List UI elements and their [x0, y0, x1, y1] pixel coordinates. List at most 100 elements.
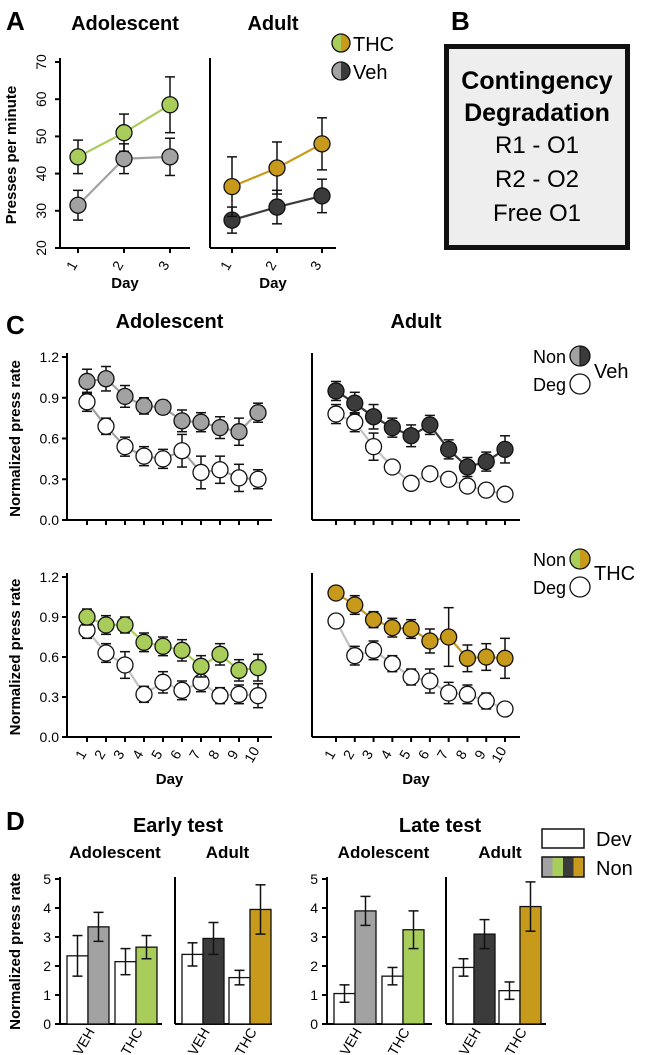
C-adult-veh-series-deg-point: [402, 474, 420, 492]
C-adult-thc-x-tick-label: 9: [471, 747, 489, 762]
C-adult-thc-x-tick-label: 4: [377, 747, 395, 762]
C-adolescent-thc-x-tick-label: 5: [148, 747, 166, 762]
C-adolescent-thc-series-deg-point: [116, 656, 134, 674]
C-adolescent-thc-x-tick-label: 6: [167, 747, 185, 762]
legend-a-thc-label: THC: [353, 34, 394, 56]
legend-c-thc-non-marker-outline: [569, 548, 591, 570]
C-adult-thc-series-non-point: [496, 649, 514, 667]
C-adult-thc-series-non-point: [346, 596, 364, 614]
C-adult-thc-series-non-point: [327, 584, 345, 602]
legend-a-veh-marker-left: [332, 62, 341, 80]
d-late-test-title: Late test: [399, 815, 482, 837]
C-adolescent-thc-y-axis-label: Normalized press rate: [7, 579, 24, 736]
legend-a-veh-marker-right: [341, 62, 350, 80]
D-late-adolescent-bar-non-veh: [354, 910, 377, 1025]
legend-d-non-swatch-part: [542, 857, 553, 877]
C-adult-thc-x-tick-label: 10: [488, 744, 510, 766]
C-adolescent-veh-y-tick-label: 1.2: [40, 349, 60, 365]
C-adult-thc-series-deg-point: [440, 684, 458, 702]
C-adult-veh-series-non-point: [402, 427, 420, 445]
C-adolescent-veh-series-non-line: [86, 377, 259, 433]
C-adult-thc-x-tick-label: 8: [452, 747, 470, 762]
C-adult-thc-x-tick-label: 7: [433, 747, 451, 762]
d-early-test-title: Early test: [133, 815, 223, 837]
C-adolescent-thc-x-tick-label: 2: [91, 747, 109, 762]
A-adolescent-y-tick-label: 20: [33, 240, 49, 256]
C-adult-veh-series-non-point: [440, 440, 458, 459]
C-adolescent-thc-y-tick-label: 1.2: [40, 569, 60, 585]
C-adult-veh-series-non-point: [477, 452, 495, 471]
D-late-adolescent-y-tick-label: 3: [310, 929, 318, 945]
D-late-adolescent-x-tick-label: VEH: [337, 1025, 365, 1055]
legend-c-thc-deg-marker: [569, 576, 591, 598]
C-adolescent-thc-series-deg-point: [154, 673, 172, 691]
D-early-adolescent-y-axis-label: Normalized press rate: [7, 873, 24, 1030]
D-early-adolescent-y-tick-label: 5: [43, 871, 51, 887]
C-adult-thc-series-deg-point: [402, 668, 420, 686]
box-title-line1: Contingency: [461, 67, 613, 95]
panel-letter-a: A: [6, 6, 25, 36]
legend-c-thc-non-marker-left: [570, 549, 580, 569]
D-early-adolescent-y-tick-label: 3: [43, 929, 51, 945]
C-adult-thc-series-non-point: [383, 619, 401, 637]
C-adolescent-veh-series-deg-point: [211, 461, 229, 479]
C-adolescent-thc-series-non-point: [173, 641, 191, 659]
legend-a-thc-marker-outline: [331, 33, 351, 53]
legend-c-veh-deg-label: Deg: [533, 375, 566, 395]
legend-a-veh-label: Veh: [353, 62, 387, 84]
A-adolescent-x-tick-label: 1: [63, 258, 81, 273]
A-adolescent-y-axis-label: Presses per minute: [3, 86, 20, 224]
C-adult-thc-x-tick-label: 1: [321, 747, 339, 762]
legend-d-non-swatch: [541, 856, 585, 878]
legend-d-non-swatch-part: [573, 857, 584, 877]
C-adolescent-thc-series-deg-point: [173, 681, 191, 699]
C-adolescent-veh-series-deg-point: [78, 393, 96, 411]
C-adult-veh-series-deg-point: [477, 481, 495, 499]
C-adolescent-thc-series-deg-point: [249, 687, 267, 705]
A-adult-series-thc-point: [223, 177, 241, 196]
C-adult-thc-series-non-point: [458, 649, 477, 667]
C-adult-thc-series-non-point: [477, 648, 495, 666]
C-adolescent-thc-x-tick-label: 4: [129, 747, 147, 762]
legend-a-veh-marker: [331, 61, 351, 81]
D-early-adult-title: Adult: [206, 843, 250, 862]
C-adult-veh-series-non-line: [335, 390, 506, 469]
C-adolescent-veh-series-deg-point: [249, 470, 267, 488]
D-early-adolescent-y-tick-label: 2: [43, 958, 51, 974]
C-adolescent-thc-series-non-point: [211, 645, 229, 663]
A-adolescent-series-veh-point: [69, 196, 87, 214]
C-adult-veh-series-deg-point: [440, 470, 458, 488]
C-adult-thc-series-deg-point: [421, 672, 439, 690]
D-late-adult-x-tick-label: VEH: [456, 1025, 484, 1055]
D-early-adolescent-title: Adolescent: [69, 843, 161, 862]
legend-c-veh-deg-marker: [569, 373, 591, 395]
C-adult-veh-series-non-point: [496, 440, 514, 459]
panel-letter-b: B: [451, 6, 470, 36]
legend-c-thc-group-label: THC: [594, 563, 635, 585]
A-adolescent-y-tick-label: 60: [33, 91, 49, 107]
C-adolescent-thc-series-non-point: [192, 657, 210, 675]
D-early-adolescent-y-tick-label: 0: [43, 1016, 51, 1032]
C-adult-veh-series-non-point: [383, 418, 401, 437]
panel-letter-c: C: [6, 310, 25, 340]
C-adolescent-thc-y-tick-label: 0.3: [40, 689, 60, 705]
C-adolescent-veh-series-non-point: [173, 412, 191, 430]
C-adolescent-veh-series-deg-point: [116, 437, 134, 456]
C-adolescent-thc-x-tick-label: 10: [241, 744, 263, 766]
C-adult-thc-series-non-line: [335, 592, 506, 660]
C-adolescent-veh-series-non-point: [154, 398, 172, 416]
A-adolescent-series-thc-point: [69, 148, 87, 166]
D-late-adolescent-y-tick-label: 0: [310, 1016, 318, 1032]
A-adolescent-x-tick-label: 3: [155, 258, 173, 273]
legend-c-veh-non-label: Non: [533, 347, 566, 367]
C-adolescent-thc-series-deg-line: [86, 629, 259, 697]
C-adolescent-thc-x-tick-label: 1: [72, 747, 90, 762]
A-adolescent-y-tick-label: 40: [33, 166, 49, 182]
A-adolescent-y-tick-label: 30: [33, 203, 49, 219]
A-adult-series-veh-point: [268, 198, 286, 216]
C-adolescent-veh-series-deg-point: [192, 463, 210, 482]
legend-a-thc-marker-right: [341, 34, 350, 52]
C-adolescent-veh-series-non-point: [116, 387, 134, 406]
C-adult-veh-series-non-point: [421, 416, 439, 434]
